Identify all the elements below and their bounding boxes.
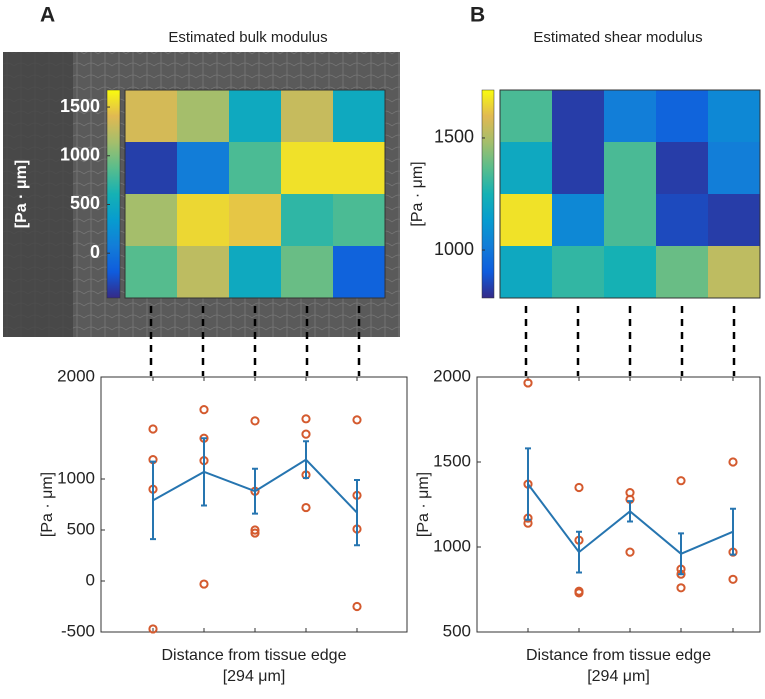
mean-line bbox=[152, 458, 358, 514]
x-axis-label: Distance from tissue edge bbox=[162, 647, 347, 664]
replicate-point bbox=[301, 429, 311, 439]
heatmap-cell bbox=[604, 142, 656, 194]
heatmap-cell bbox=[281, 142, 333, 194]
x-axis-label: Distance from tissue edge bbox=[526, 647, 711, 664]
heatmap-frame bbox=[499, 89, 761, 299]
y-tick-label: 0 bbox=[86, 570, 95, 589]
colorbar-tick-label: 1000 bbox=[60, 145, 100, 165]
panel-label: B bbox=[470, 4, 485, 27]
heatmap-cell bbox=[552, 90, 604, 142]
x-axis-label: [294 μm] bbox=[587, 668, 650, 685]
heatmap-cell bbox=[708, 90, 760, 142]
colorbar-tick-label: 0 bbox=[90, 242, 100, 262]
plot-area bbox=[476, 376, 761, 633]
heatmap-cell bbox=[229, 246, 281, 298]
heatmap-cell bbox=[333, 142, 385, 194]
replicate-point bbox=[352, 601, 362, 612]
y-axis-label: [Pa · μm] bbox=[39, 472, 56, 537]
panel-label: A bbox=[40, 4, 55, 27]
heatmap-cell bbox=[708, 142, 760, 194]
heatmap-cell bbox=[281, 194, 333, 246]
heatmap-cell bbox=[552, 194, 604, 246]
y-axis-label: [Pa · μm] bbox=[415, 472, 432, 537]
replicate-point bbox=[250, 416, 260, 426]
colorbar-label: [Pa · μm] bbox=[409, 161, 426, 226]
heatmap-cell bbox=[500, 142, 552, 194]
replicate-point bbox=[728, 457, 738, 467]
x-axis-label: [294 μm] bbox=[223, 668, 286, 685]
y-tick-label: 1500 bbox=[433, 451, 471, 470]
heatmap-cell bbox=[125, 90, 177, 142]
replicate-point bbox=[199, 405, 209, 415]
colorbar bbox=[106, 89, 121, 299]
y-tick-label: 1000 bbox=[57, 468, 95, 487]
heatmap-cell bbox=[656, 90, 708, 142]
replicate-point bbox=[523, 378, 533, 388]
tissue-free-area bbox=[3, 52, 73, 337]
heatmap-cell bbox=[177, 194, 229, 246]
replicate-point bbox=[676, 583, 686, 593]
replicate-point bbox=[676, 476, 686, 486]
replicate-point bbox=[199, 579, 209, 589]
heatmap-cell bbox=[125, 246, 177, 298]
heatmap-cell bbox=[604, 90, 656, 142]
heatmap-cell bbox=[656, 142, 708, 194]
heatmap-cell bbox=[125, 194, 177, 246]
heatmap-cell bbox=[229, 142, 281, 194]
replicate-point bbox=[250, 528, 260, 538]
heatmap-cell bbox=[708, 246, 760, 298]
heatmap-cell bbox=[333, 194, 385, 246]
heatmap-cell bbox=[656, 246, 708, 298]
colorbar bbox=[481, 89, 495, 299]
heatmap-cell bbox=[281, 90, 333, 142]
heatmap-cell bbox=[333, 90, 385, 142]
chart-title: Estimated bulk modulus bbox=[168, 29, 327, 46]
heatmap-cell bbox=[656, 194, 708, 246]
heatmap-cell bbox=[229, 194, 281, 246]
heatmap-cell bbox=[177, 246, 229, 298]
replicate-point bbox=[352, 415, 362, 425]
heatmap-cell bbox=[604, 246, 656, 298]
heatmap-cell bbox=[177, 142, 229, 194]
heatmap-cell bbox=[604, 194, 656, 246]
y-tick-label: 500 bbox=[67, 519, 95, 538]
heatmap-cell bbox=[500, 246, 552, 298]
replicate-point bbox=[625, 547, 635, 557]
replicate-point bbox=[148, 424, 158, 434]
heatmap-cell bbox=[281, 246, 333, 298]
replicate-point bbox=[148, 624, 158, 634]
y-tick-label: 1000 bbox=[433, 536, 471, 555]
heatmap-frame bbox=[124, 89, 386, 299]
heatmap-cell bbox=[500, 90, 552, 142]
heatmap-cell bbox=[333, 246, 385, 298]
heatmap-cell bbox=[229, 90, 281, 142]
replicate-point bbox=[728, 574, 738, 584]
heatmap-cell bbox=[125, 142, 177, 194]
heatmap-cell bbox=[552, 142, 604, 194]
colorbar-tick-label: 1500 bbox=[434, 127, 474, 147]
heatmap-cell bbox=[500, 194, 552, 246]
colorbar-tick-label: 1000 bbox=[434, 239, 474, 259]
colorbar-tick-label: 500 bbox=[70, 193, 100, 213]
y-tick-label: 2000 bbox=[433, 366, 471, 385]
chart-title: Estimated shear modulus bbox=[533, 29, 702, 46]
replicate-point bbox=[250, 525, 260, 535]
heatmap-cell bbox=[552, 246, 604, 298]
replicate-point bbox=[301, 502, 311, 513]
y-tick-label: 500 bbox=[443, 621, 471, 640]
colorbar-label: [Pa · μm] bbox=[13, 160, 30, 228]
heatmap-cell bbox=[708, 194, 760, 246]
y-tick-label: 2000 bbox=[57, 366, 95, 385]
replicate-point bbox=[574, 588, 584, 598]
mean-line bbox=[527, 483, 734, 555]
heatmap-cell bbox=[177, 90, 229, 142]
replicate-point bbox=[574, 482, 584, 493]
y-tick-label: -500 bbox=[61, 621, 95, 640]
colorbar-tick-label: 1500 bbox=[60, 96, 100, 116]
replicate-point bbox=[301, 414, 311, 424]
